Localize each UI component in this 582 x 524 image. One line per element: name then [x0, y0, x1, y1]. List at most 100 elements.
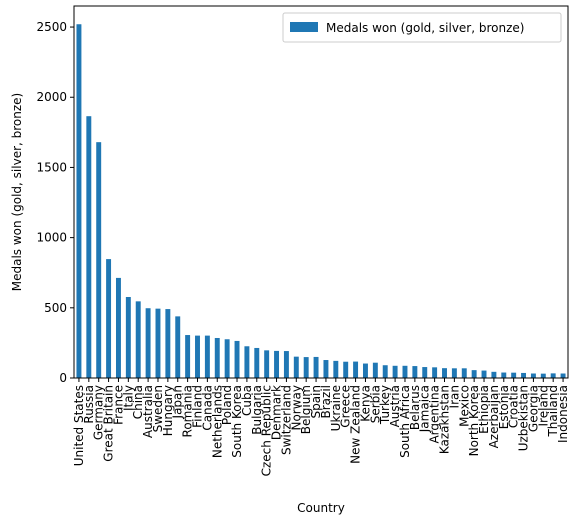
bar	[511, 372, 517, 378]
bars-group	[76, 24, 566, 378]
bar	[461, 368, 467, 378]
x-tick-label: Cuba	[240, 385, 254, 416]
bar	[106, 259, 112, 378]
legend-box	[282, 12, 562, 43]
x-tick-label: Russia	[82, 385, 96, 424]
x-tick-label: Austria	[388, 385, 402, 427]
y-tick-label: 1500	[36, 160, 67, 174]
bar	[333, 360, 339, 378]
bar	[224, 339, 230, 378]
bar	[481, 370, 487, 378]
x-tick-label: France	[111, 385, 125, 425]
x-axis-label: Country	[297, 501, 345, 515]
x-tick-label: Germany	[92, 385, 106, 440]
x-tick-label: Serbia	[368, 385, 382, 423]
bar	[125, 297, 131, 378]
bar	[293, 356, 299, 378]
x-tick-label: China	[131, 385, 145, 419]
bar	[234, 340, 240, 378]
x-tick-label: Switzerland	[279, 385, 293, 455]
x-tick-label: North Korea	[467, 385, 481, 456]
bar	[353, 361, 359, 378]
bar	[214, 337, 220, 378]
y-tick-label: 500	[44, 301, 67, 315]
bar	[76, 24, 82, 378]
bar	[432, 367, 438, 378]
bar	[283, 351, 289, 378]
bar	[175, 316, 181, 378]
x-tick-label: Turkey	[378, 385, 392, 425]
bar	[204, 335, 210, 378]
bar	[254, 347, 260, 378]
bar	[442, 368, 447, 378]
bar	[530, 373, 536, 378]
x-tick-label: Mexico	[457, 385, 471, 427]
legend: Medals won (gold, silver, bronze)	[282, 12, 562, 43]
bar	[501, 372, 507, 378]
plot-frame	[73, 5, 569, 379]
bar	[560, 373, 566, 378]
x-tick-label: Spain	[309, 385, 323, 419]
x-tick-label: Finland	[191, 385, 205, 428]
bar	[155, 308, 161, 378]
x-tick-label: Ukraine	[329, 385, 343, 431]
x-tick-label: New Zealand	[349, 385, 363, 464]
x-tick-label: Georgia	[526, 385, 540, 432]
x-tick-label: Croatia	[507, 385, 521, 428]
bar	[362, 363, 368, 378]
bar	[540, 373, 546, 378]
x-tick-label: Czech Republic	[260, 385, 274, 476]
y-tick-label: 2000	[36, 90, 67, 104]
bar	[323, 360, 329, 378]
x-tick-label: Australia	[141, 385, 155, 438]
bar	[185, 335, 191, 378]
bar	[382, 365, 388, 378]
y-tick-label: 0	[59, 371, 67, 385]
y-axis-label: Medals won (gold, silver, bronze)	[10, 93, 24, 291]
x-tick-label: Sweden	[151, 385, 165, 432]
x-tick-label: Japan	[171, 385, 185, 419]
bar	[422, 367, 428, 378]
x-tick-label: Belgium	[299, 385, 313, 434]
bar	[96, 142, 102, 378]
bar	[471, 370, 477, 378]
x-tick-label: Denmark	[270, 385, 284, 440]
bar	[165, 309, 171, 378]
x-tick-label: Argentina	[428, 385, 442, 444]
bar	[521, 372, 527, 378]
bar	[412, 366, 418, 378]
x-tick-label: Estonia	[497, 385, 511, 429]
bar	[343, 361, 349, 378]
bar	[274, 350, 280, 378]
bar	[313, 356, 319, 378]
x-tick-label: Kenya	[358, 385, 372, 422]
bar	[135, 301, 141, 378]
x-tick-label: Indonesia	[556, 385, 570, 443]
x-tick-label: Canada	[200, 385, 214, 431]
x-tick-label: Uzbekistan	[517, 385, 531, 451]
x-tick-label: Jamaica	[418, 385, 432, 433]
y-tick-label: 2500	[36, 20, 67, 34]
x-tick-label: Netherlands	[210, 385, 224, 458]
bar	[244, 346, 250, 378]
bar	[303, 357, 309, 378]
x-tick-label: Poland	[220, 385, 234, 425]
bar	[115, 277, 121, 378]
bar	[402, 365, 408, 378]
bar	[264, 350, 270, 378]
legend-label: Medals won (gold, silver, bronze)	[326, 21, 524, 35]
x-tick-label: Brazil	[319, 385, 333, 419]
bar	[392, 365, 398, 378]
x-tick-label: South Africa	[398, 385, 412, 458]
x-tick-label: Romania	[181, 385, 195, 437]
x-tick-label: Azerbaijan	[487, 385, 501, 448]
legend-swatch	[290, 22, 318, 32]
x-tick-label: Norway	[289, 385, 303, 431]
x-tick-label: South Korea	[230, 385, 244, 458]
x-tick-label: Belarus	[408, 385, 422, 430]
bar	[86, 116, 92, 378]
bar	[550, 373, 556, 378]
x-tick-label: Bulgaria	[250, 385, 264, 435]
